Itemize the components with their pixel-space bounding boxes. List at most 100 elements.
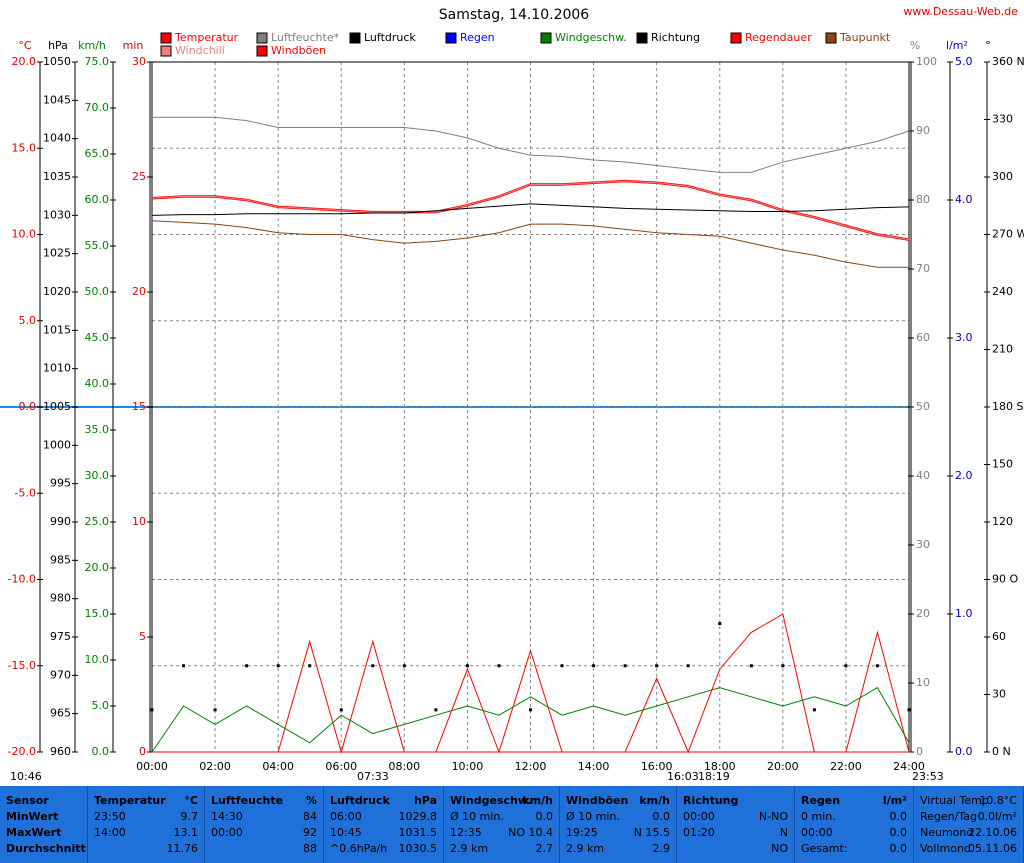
x-tick-label: 24:00 <box>893 760 925 773</box>
cell-right: 88 <box>303 842 317 855</box>
y-tick-label: 0 N <box>992 745 1011 758</box>
direction-dot <box>497 664 501 668</box>
direction-dot <box>781 664 785 668</box>
y-tick-label: 1000 <box>43 438 71 451</box>
cell-right: 22.10.06 <box>968 826 1017 839</box>
legend-swatch <box>256 45 268 57</box>
y-tick-label: 90 O <box>992 573 1018 586</box>
cell-right: 0.0 <box>889 842 908 855</box>
chart: Samstag, 14.10.2006 www.Dessau-Web.de °C… <box>0 5 1024 783</box>
legend-label: Windchill <box>175 44 225 57</box>
cell-left: 0 min. <box>801 810 836 823</box>
y-tick-label: 15.0 <box>85 607 110 620</box>
y-tick-label: 80 <box>916 193 930 206</box>
y-tick-label: 60 <box>916 331 930 344</box>
legend-label: Luftfeuchte* <box>271 31 340 44</box>
y-tick-label: 960 <box>50 745 71 758</box>
panel-title: Regen <box>801 794 841 807</box>
axis-unit: ° <box>985 39 991 52</box>
cell-right: 0.0 <box>535 810 554 823</box>
y-tick-label: 5 <box>139 630 146 643</box>
series-line <box>151 686 910 753</box>
cell-right: 92 <box>303 826 317 839</box>
cell-right: 0.0 <box>652 810 671 823</box>
chart-title: Samstag, 14.10.2006 <box>439 7 590 23</box>
cell-right: 1030.5 <box>398 842 438 855</box>
y-tick-label: 75.0 <box>85 55 110 68</box>
cell-right: 2.9 <box>652 842 671 855</box>
y-tick-label: 15.0 <box>12 141 37 154</box>
y-tick-label: 180 S <box>992 400 1023 413</box>
series-line <box>152 116 910 173</box>
direction-dot <box>623 664 627 668</box>
x-tick-label: 00:00 <box>136 760 168 773</box>
y-tick-label: 1010 <box>43 362 71 375</box>
legend-swatch <box>160 45 172 57</box>
legend-swatch <box>825 32 837 44</box>
direction-dot <box>371 664 375 668</box>
time-marker: 18:19 <box>698 770 730 783</box>
y-tick-label: 0 <box>916 745 923 758</box>
direction-dot <box>339 708 343 712</box>
cell-left: Ø 10 min. <box>450 810 504 823</box>
cell-left: ^0.6hPa/h <box>330 842 388 855</box>
x-tick-label: 18:00 <box>704 760 736 773</box>
y-tick-label: 1030 <box>43 208 71 221</box>
y-tick-label: 970 <box>50 668 71 681</box>
panel-title: Sensor <box>6 794 49 807</box>
axis-unit: km/h <box>78 39 106 52</box>
summary-table: Sensor MinWert MaxWert Durchschnitt Temperat… <box>0 786 1024 863</box>
cell-right: 13.1 <box>173 826 199 839</box>
legend-swatch <box>636 32 648 44</box>
table-panel: Luftfeuchte% 14:30 84 00:00 92 88 <box>205 786 324 863</box>
cell-left: 14:30 <box>211 810 243 823</box>
y-tick-label: 20.0 <box>12 55 37 68</box>
legend-label: Windgeschw. <box>555 31 627 44</box>
cell-left: 12:35 <box>450 826 482 839</box>
direction-dot <box>150 708 154 712</box>
y-tick-label: 35.0 <box>85 423 110 436</box>
x-tick-label: 16:00 <box>641 760 673 773</box>
y-tick-label: 360 N <box>992 55 1024 68</box>
time-marker: 23:53 <box>912 770 944 783</box>
y-tick-label: 10 <box>132 515 146 528</box>
y-tick-label: -20.0 <box>8 745 36 758</box>
cell-right: NO <box>771 842 788 855</box>
y-tick-label: 70 <box>916 262 930 275</box>
table-panel: Richtung 00:00 N-NO 01:20 N NO <box>677 786 795 863</box>
legend-swatch <box>540 32 552 44</box>
panel-title: Richtung <box>683 794 739 807</box>
panel-title: Luftdruck <box>330 794 390 807</box>
y-tick-label: 50 <box>916 400 930 413</box>
direction-dot <box>749 664 753 668</box>
direction-dot <box>308 664 312 668</box>
series-line <box>151 180 910 241</box>
direction-dot <box>402 664 406 668</box>
cell-left: Durchschnitt <box>6 842 86 855</box>
direction-dot <box>245 664 249 668</box>
cell-left: 00:00 <box>211 826 243 839</box>
cell-right: 1031.5 <box>398 826 438 839</box>
panel-title: Luftfeuchte <box>211 794 284 807</box>
y-tick-label: 980 <box>50 592 71 605</box>
y-tick-label: 990 <box>50 515 71 528</box>
y-tick-label: 60 <box>992 630 1006 643</box>
x-tick-label: 04:00 <box>262 760 294 773</box>
cell-right: 1029.8 <box>398 810 438 823</box>
direction-dot <box>434 708 438 712</box>
direction-dot <box>844 664 848 668</box>
source: www.Dessau-Web.de <box>903 5 1018 18</box>
cell-left: 10:45 <box>330 826 362 839</box>
y-tick-label: 1035 <box>43 170 71 183</box>
y-tick-label: 2.0 <box>955 469 973 482</box>
y-tick-label: -5.0 <box>15 486 36 499</box>
table-panel: Temperatur °C 23:50 9.7 14:00 13.1 11.76 <box>88 786 205 863</box>
y-tick-label: 55.0 <box>85 239 110 252</box>
y-tick-label: 30 <box>992 688 1006 701</box>
panel-unit: hPa <box>413 794 437 807</box>
y-tick-label: -10.0 <box>8 573 36 586</box>
cell-right: 2.7 <box>535 842 554 855</box>
y-tick-label: 5.0 <box>92 699 110 712</box>
y-tick-label: 4.0 <box>955 193 973 206</box>
